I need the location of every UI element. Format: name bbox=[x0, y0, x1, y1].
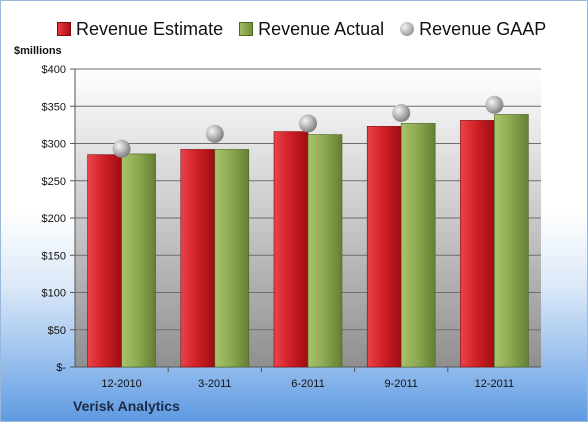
x-tick-label: 6-2011 bbox=[291, 378, 324, 390]
legend-swatch-actual bbox=[239, 22, 254, 36]
y-tick-label: $200 bbox=[42, 213, 66, 225]
y-tick-label: $150 bbox=[42, 250, 66, 262]
x-tick-label: 12-2011 bbox=[475, 378, 515, 390]
y-tick-label: $50 bbox=[48, 325, 66, 337]
company-name: Verisk Analytics bbox=[73, 398, 180, 414]
legend-label-actual: Revenue Actual bbox=[258, 18, 385, 39]
y-axis-unit-label: $millions bbox=[14, 45, 62, 57]
marker-revenue-gaap bbox=[299, 114, 317, 133]
y-tick-label: $100 bbox=[42, 288, 66, 300]
legend-label-gaap: Revenue GAAP bbox=[419, 18, 547, 39]
chart-legend: Revenue Estimate Revenue Actual Revenue … bbox=[57, 18, 562, 40]
bar-revenue-actual bbox=[307, 134, 343, 368]
legend-item-estimate: Revenue Estimate bbox=[57, 19, 223, 40]
marker-revenue-gaap bbox=[392, 103, 411, 122]
bar-revenue-estimate bbox=[273, 131, 309, 368]
bar-revenue-actual bbox=[400, 123, 436, 368]
bar-revenue-estimate bbox=[460, 120, 495, 368]
y-tick-label: $400 bbox=[42, 64, 66, 76]
x-tick-label: 9-2011 bbox=[384, 378, 417, 390]
y-tick-label: $350 bbox=[42, 101, 66, 113]
bar-revenue-estimate bbox=[366, 126, 402, 368]
legend-item-gaap: Revenue GAAP bbox=[400, 19, 546, 40]
x-tick-label: 3-2011 bbox=[198, 378, 231, 390]
y-tick-label: $250 bbox=[42, 176, 66, 188]
y-tick-label: $300 bbox=[42, 139, 66, 151]
bar-revenue-actual bbox=[214, 149, 250, 368]
marker-revenue-gaap bbox=[205, 124, 224, 143]
x-tick-label: 12-2010 bbox=[101, 378, 141, 390]
bar-revenue-estimate bbox=[180, 149, 216, 368]
bar-revenue-estimate bbox=[87, 154, 122, 368]
legend-swatch-estimate bbox=[57, 22, 71, 36]
marker-revenue-gaap bbox=[112, 139, 131, 158]
marker-revenue-gaap bbox=[485, 95, 504, 114]
y-tick-label: $- bbox=[56, 362, 66, 374]
bar-revenue-actual bbox=[494, 114, 529, 368]
legend-swatch-gaap bbox=[400, 22, 415, 36]
bar-revenue-actual bbox=[121, 153, 156, 368]
legend-label-estimate: Revenue Estimate bbox=[76, 18, 224, 39]
legend-item-actual: Revenue Actual bbox=[239, 19, 384, 40]
